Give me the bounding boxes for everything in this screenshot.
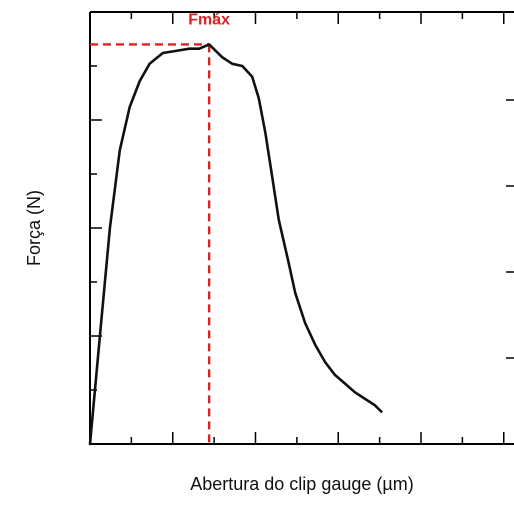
fmax-guides — [90, 43, 211, 444]
force-curve — [88, 43, 383, 446]
x-axis-label: Abertura do clip gauge (µm) — [190, 474, 413, 494]
y-axis-label: Força (N) — [24, 190, 44, 266]
fmax-annotation: Fmáx — [188, 11, 230, 28]
axis-ticks — [89, 12, 514, 444]
